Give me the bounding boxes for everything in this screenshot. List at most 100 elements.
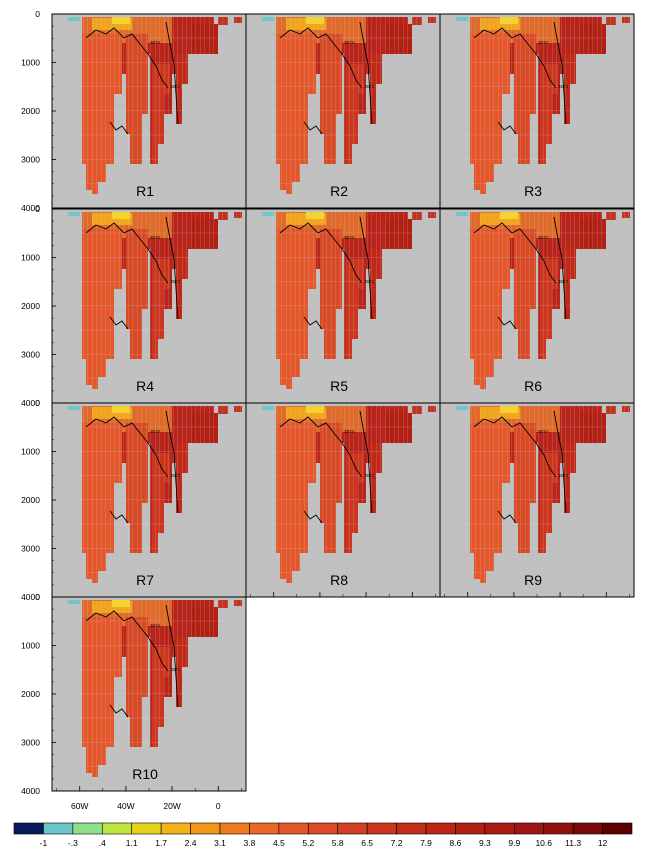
panel-label: R2 (330, 183, 348, 199)
y-tick-label: 3000 (21, 350, 40, 360)
panel-label: R10 (132, 766, 158, 782)
y-tick-label: 3000 (21, 155, 40, 165)
panel-r4: R4 (51, 208, 247, 404)
panel-frame (439, 13, 635, 209)
panel-label: R6 (524, 378, 542, 394)
section-heatmap (245, 208, 441, 404)
colorbar-label: -.3 (68, 838, 78, 848)
colorbar-swatch (337, 822, 368, 835)
panel-label: R4 (136, 378, 154, 394)
y-tick-label: 3000 (21, 738, 40, 748)
colorbar-label: 11.3 (565, 838, 581, 848)
colorbar-label: 8.6 (450, 838, 462, 848)
section-heatmap (245, 402, 441, 598)
y-tick-label: 4000 (21, 203, 40, 213)
panel-label: R7 (136, 572, 154, 588)
colorbar-swatch (396, 822, 427, 835)
colorbar-swatch (602, 822, 633, 835)
section-heatmap (51, 596, 247, 792)
x-tick-label: 40W (117, 801, 134, 811)
colorbar-swatch (249, 822, 280, 835)
y-tick-label: 1000 (21, 58, 40, 68)
y-tick-label: 0 (35, 398, 40, 408)
colorbar-swatch (13, 822, 44, 835)
y-tick-label: 4000 (21, 398, 40, 408)
colorbar-swatch (307, 822, 339, 835)
y-tick-label: 2000 (21, 495, 40, 505)
colorbar-swatch (219, 822, 250, 835)
panel-r2: R2 (245, 13, 441, 209)
colorbar-swatch (72, 822, 103, 835)
panel-label: R9 (524, 572, 542, 588)
panels-layer: R1 R2 R3 R4 R5 R6 R7 R8 R9 R10 (51, 13, 635, 792)
y-tick-label: 0 (35, 204, 40, 214)
colorbar-swatch (278, 822, 309, 835)
colorbar-swatch (543, 822, 574, 835)
colorbar-label: 7.2 (391, 838, 403, 848)
colorbar-label: 9.3 (479, 838, 491, 848)
colorbar-label: 3.1 (214, 838, 226, 848)
colorbar-label: 12 (598, 838, 608, 848)
panel-label: R1 (136, 183, 154, 199)
y-tick-label: 2000 (21, 689, 40, 699)
colorbar-label: 1.7 (155, 838, 167, 848)
panel-r6: R6 (439, 208, 635, 404)
colorbar-swatch (484, 822, 515, 835)
section-heatmap (51, 13, 247, 209)
colorbar: -1 -.3 .4 1.1 1.7 2.4 3.1 3.8 4.5 5.2 5.8 6.5 7.2 7.9… (13, 822, 633, 848)
colorbar-label: -1 (40, 838, 48, 848)
colorbar-swatch (455, 822, 486, 835)
panel-r9: R9 (439, 402, 635, 598)
colorbar-swatch (425, 822, 456, 835)
colorbar-label: 6.5 (361, 838, 373, 848)
colorbar-swatch (190, 822, 221, 835)
panel-label: R3 (524, 183, 542, 199)
section-heatmap (245, 13, 441, 209)
section-heatmap (51, 208, 247, 404)
panel-label: R5 (330, 378, 348, 394)
colorbar-swatch (101, 822, 133, 835)
panel-r8: R8 (245, 402, 441, 598)
x-tick-label: 20W (163, 801, 180, 811)
y-tick-label: 1000 (21, 641, 40, 651)
section-heatmap (439, 402, 635, 598)
y-tick-label: 4000 (21, 786, 40, 796)
colorbar-label: 4.5 (273, 838, 285, 848)
x-tick-label: 0 (216, 801, 221, 811)
y-tick-label: 2000 (21, 106, 40, 116)
colorbar-label: 5.8 (332, 838, 344, 848)
colorbar-label: 3.8 (244, 838, 256, 848)
axes-layer: 0100020003000400001000200030004000010002… (21, 9, 630, 811)
y-tick-label: 0 (35, 9, 40, 19)
panel-r5: R5 (245, 208, 441, 404)
section-heatmap (439, 13, 635, 209)
colorbar-swatch (43, 822, 74, 835)
colorbar-label: 5.2 (302, 838, 314, 848)
colorbar-swatch (160, 822, 191, 835)
y-tick-label: 1000 (21, 253, 40, 263)
y-tick-label: 2000 (21, 301, 40, 311)
panel-label: R8 (330, 572, 348, 588)
x-tick-label: 60W (71, 801, 88, 811)
colorbar-swatch (131, 822, 162, 835)
colorbar-label: 7.9 (420, 838, 432, 848)
section-heatmap (51, 402, 247, 598)
colorbar-label: 10.6 (535, 838, 552, 848)
panel-r7: R7 (51, 402, 247, 598)
colorbar-swatch (572, 822, 603, 835)
colorbar-swatch (513, 822, 545, 835)
colorbar-label: .4 (99, 838, 106, 848)
panel-r3: R3 (439, 13, 635, 209)
y-tick-label: 1000 (21, 447, 40, 457)
colorbar-swatch (366, 822, 397, 835)
colorbar-label: 1.1 (126, 838, 138, 848)
panel-r10: R10 (51, 596, 247, 792)
y-tick-label: 3000 (21, 544, 40, 554)
colorbar-label: 2.4 (185, 838, 197, 848)
y-tick-label: 0 (35, 592, 40, 602)
panel-r1: R1 (51, 13, 247, 209)
colorbar-label: 9.9 (508, 838, 520, 848)
y-tick-label: 4000 (21, 592, 40, 602)
section-heatmap (439, 208, 635, 404)
